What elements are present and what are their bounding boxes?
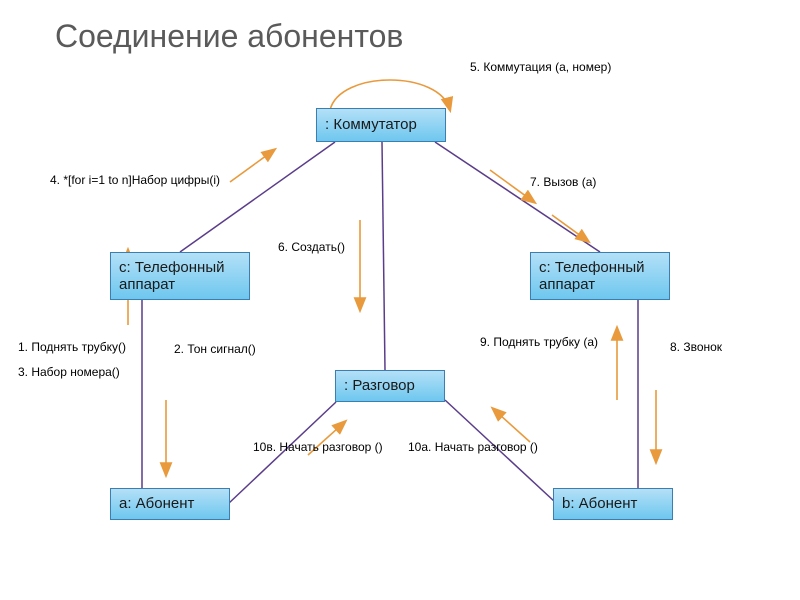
label-9: 9. Поднять трубку (а) (480, 335, 598, 349)
node-phone-left: с: Телефонный аппарат (110, 252, 250, 300)
label-2: 2. Тон сигнал() (174, 342, 256, 356)
label-8: 8. Звонок (670, 340, 722, 354)
page-title: Соединение абонентов (55, 18, 403, 55)
node-subscriber-b: b: Абонент (553, 488, 673, 520)
node-subscriber-a: a: Абонент (110, 488, 230, 520)
node-conversation: : Разговор (335, 370, 445, 402)
label-7: 7. Вызов (а) (530, 175, 596, 189)
node-phone-right: с: Телефонный аппарат (530, 252, 670, 300)
node-commutator: : Коммутатор (316, 108, 446, 142)
label-6: 6. Создать() (278, 240, 345, 254)
label-10b: 10в. Начать разговор () (253, 440, 383, 454)
label-1: 1. Поднять трубку() (18, 340, 126, 354)
label-4: 4. *[for i=1 to n]Набор цифры(i) (50, 173, 220, 187)
label-3: 3. Набор номера() (18, 365, 120, 379)
label-5: 5. Коммутация (а, номер) (470, 60, 611, 74)
label-10a: 10а. Начать разговор () (408, 440, 538, 454)
